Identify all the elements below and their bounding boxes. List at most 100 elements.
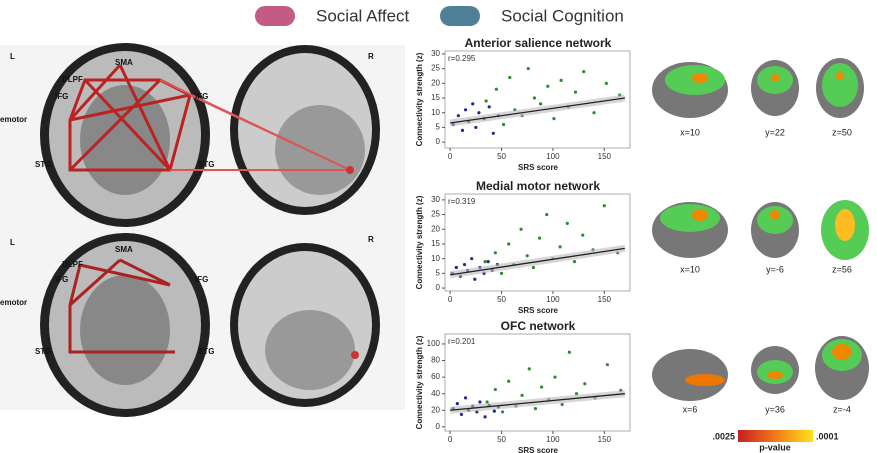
point <box>561 403 564 406</box>
y-tick-label: 40 <box>431 389 440 398</box>
annotation: r=0.319 <box>448 197 476 206</box>
legend-label: Social Cognition <box>501 6 624 25</box>
point <box>493 410 496 413</box>
y-tick-label: 5 <box>436 123 441 132</box>
chart-title: Anterior salience network <box>465 36 612 50</box>
brain-label: L <box>10 238 15 247</box>
point <box>540 385 543 388</box>
y-tick-label: 15 <box>431 93 440 102</box>
slice-label: x=10 <box>680 127 700 137</box>
point <box>546 85 549 88</box>
slice-label: y=22 <box>765 127 785 137</box>
brain-label: emotor <box>0 298 27 307</box>
slice-label: y=36 <box>765 404 785 414</box>
point <box>464 396 467 399</box>
x-tick-label: 50 <box>497 435 506 444</box>
x-tick-label: 100 <box>546 295 560 304</box>
point <box>605 82 608 85</box>
y-tick-label: 20 <box>431 78 440 87</box>
y-axis-label: Connectivity strength (z) <box>415 195 424 289</box>
point <box>574 91 577 94</box>
y-tick-label: 30 <box>431 195 440 204</box>
colorbar <box>738 430 813 442</box>
point <box>573 260 576 263</box>
y-tick-label: 10 <box>431 254 440 263</box>
point <box>508 76 511 79</box>
colorbar-label: .0025 <box>712 431 735 441</box>
point <box>538 236 541 239</box>
point <box>507 242 510 245</box>
slice-label: z=-4 <box>833 404 851 414</box>
point <box>566 222 569 225</box>
y-tick-label: 20 <box>431 405 440 414</box>
legend-swatch <box>440 6 480 26</box>
point <box>486 400 489 403</box>
point <box>463 263 466 266</box>
point <box>528 367 531 370</box>
point <box>455 266 458 269</box>
point <box>534 407 537 410</box>
point <box>560 79 563 82</box>
point <box>473 278 476 281</box>
slice-label: z=50 <box>832 127 852 137</box>
point <box>495 88 498 91</box>
y-tick-label: 15 <box>431 239 440 248</box>
point <box>583 382 586 385</box>
brain-label: DLPF <box>62 260 83 269</box>
point <box>507 380 510 383</box>
x-tick-label: 0 <box>448 295 453 304</box>
point <box>568 351 571 354</box>
point <box>494 251 497 254</box>
point <box>520 394 523 397</box>
y-tick-label: 0 <box>436 422 441 431</box>
annotation: r=0.201 <box>448 337 476 346</box>
point <box>582 70 585 73</box>
brain-label: SMA <box>115 245 133 254</box>
point <box>581 234 584 237</box>
brain-label: R <box>368 235 374 244</box>
y-tick-label: 20 <box>431 224 440 233</box>
point <box>457 114 460 117</box>
y-tick-label: 10 <box>431 108 440 117</box>
point <box>492 132 495 135</box>
brain-label: R <box>368 52 374 61</box>
slice-label: z=56 <box>832 264 852 274</box>
y-tick-label: 60 <box>431 372 440 381</box>
brain-label: STG <box>35 160 51 169</box>
x-axis-label: SRS score <box>518 446 559 453</box>
plot-area <box>445 334 630 431</box>
point <box>539 102 542 105</box>
y-axis-label: Connectivity strength (z) <box>415 52 424 146</box>
y-tick-label: 100 <box>427 339 441 348</box>
legend-label: Social Affect <box>316 6 410 25</box>
y-tick-label: 0 <box>436 137 441 146</box>
brain-label: L <box>10 52 15 61</box>
point <box>500 272 503 275</box>
point <box>470 257 473 260</box>
brain-label: DLPF <box>62 75 83 84</box>
x-tick-label: 100 <box>546 435 560 444</box>
brain-label: STG <box>198 347 214 356</box>
colorbar-title: p-value <box>759 442 791 452</box>
y-axis-label: Connectivity strength (z) <box>415 335 424 429</box>
point <box>464 108 467 111</box>
activation-maps <box>652 58 869 401</box>
point <box>527 67 530 70</box>
point <box>477 111 480 114</box>
slice-label: x=10 <box>680 264 700 274</box>
slice-label: x=6 <box>683 404 698 414</box>
chart-title: OFC network <box>501 319 576 333</box>
x-tick-label: 0 <box>448 152 453 161</box>
point <box>483 415 486 418</box>
y-tick-label: 30 <box>431 49 440 58</box>
y-tick-label: 0 <box>436 283 441 292</box>
point <box>501 410 504 413</box>
point <box>559 245 562 248</box>
point <box>474 126 477 129</box>
y-tick-label: 25 <box>431 210 440 219</box>
x-tick-label: 0 <box>448 435 453 444</box>
x-tick-label: 50 <box>497 295 506 304</box>
figure: Social Affect Social Cognition L R DLPF … <box>0 0 877 453</box>
x-tick-label: 150 <box>598 435 612 444</box>
brain-label: IFG <box>195 92 208 101</box>
